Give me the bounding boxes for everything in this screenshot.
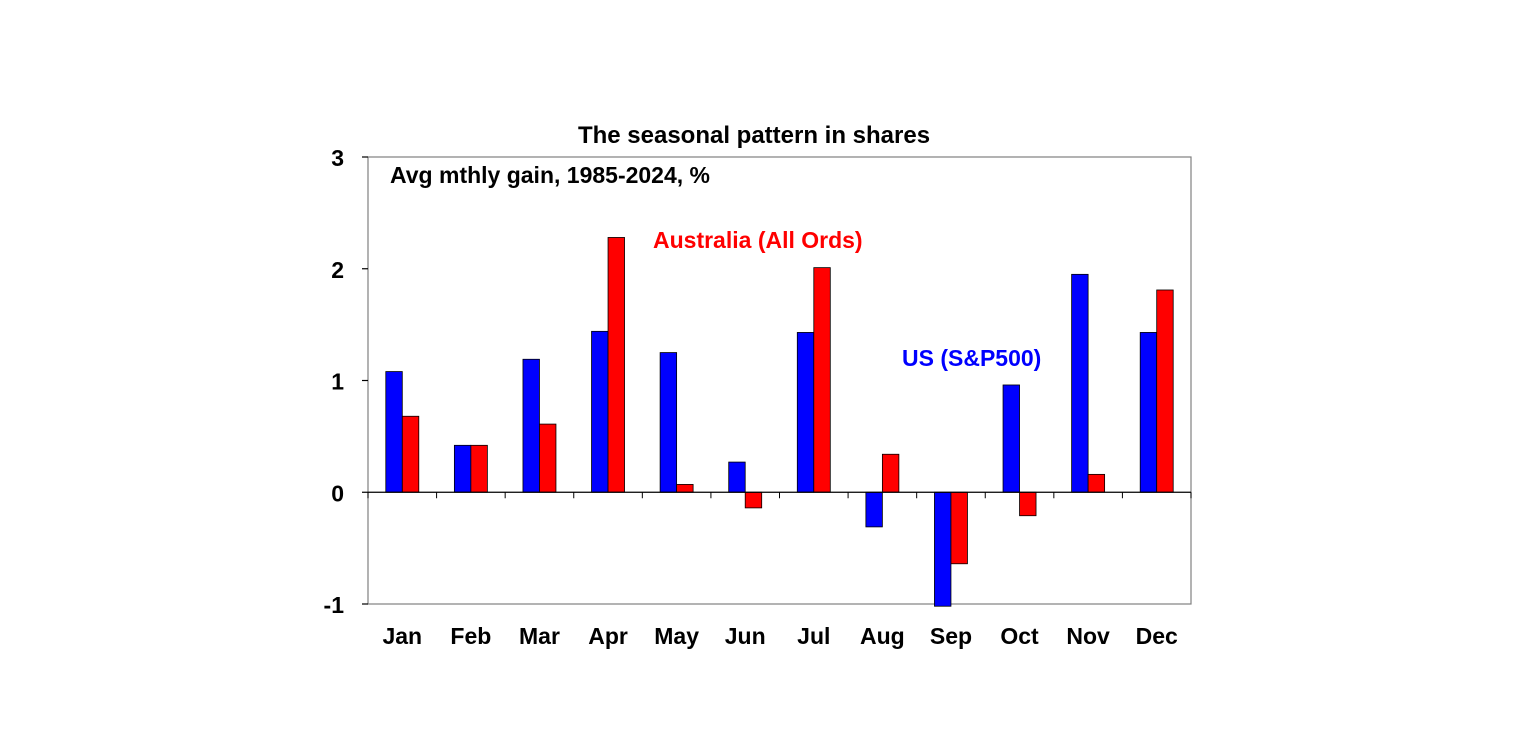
x-tick-label-jul: Jul: [797, 623, 830, 649]
x-tick-label-apr: Apr: [588, 623, 628, 649]
y-tick-label: -1: [324, 592, 345, 618]
bar-us-jul: [796, 332, 815, 493]
y-tick-label: 0: [331, 480, 344, 506]
bar-us-nov: [1071, 273, 1089, 493]
bar-australia-jul: [813, 267, 831, 493]
x-tick-label-feb: Feb: [450, 623, 491, 649]
bar-us-aug: [865, 491, 883, 528]
x-tick-label-sep: Sep: [930, 623, 972, 649]
bar-australia-may: [676, 484, 694, 493]
x-tick-label-dec: Dec: [1136, 623, 1178, 649]
bar-australia-apr: [607, 237, 625, 493]
y-tick-label: 2: [331, 257, 344, 283]
x-tick-label-may: May: [654, 623, 699, 649]
x-tick-label-oct: Oct: [1000, 623, 1039, 649]
plot-frame: [367, 156, 1192, 605]
bar-us-oct: [1002, 384, 1020, 493]
bar-australia-jun: [744, 491, 763, 509]
x-tick-label-nov: Nov: [1066, 623, 1110, 649]
chart-title: The seasonal pattern in shares: [578, 122, 930, 149]
x-tick-label-jan: Jan: [382, 623, 422, 649]
bar-us-jan: [385, 371, 403, 493]
x-tick-label-aug: Aug: [860, 623, 905, 649]
x-tick-label-jun: Jun: [725, 623, 766, 649]
bar-australia-feb: [470, 444, 488, 493]
y-tick-label: 1: [331, 369, 344, 395]
bar-australia-oct: [1019, 491, 1037, 517]
bar-australia-sep: [950, 491, 968, 565]
bar-australia-jan: [401, 415, 420, 493]
chart-subtitle: Avg mthly gain, 1985-2024, %: [390, 162, 710, 188]
bar-us-mar: [522, 358, 540, 493]
bar-australia-nov: [1087, 473, 1106, 493]
bar-us-feb: [453, 444, 472, 493]
legend-label-us: US (S&P500): [902, 345, 1041, 371]
bar-us-apr: [591, 330, 609, 493]
bar-australia-aug: [881, 453, 900, 493]
bar-us-dec: [1139, 332, 1158, 493]
bar-us-may: [659, 352, 678, 493]
legend-label-australia: Australia (All Ords): [653, 227, 863, 253]
bar-us-jun: [728, 461, 746, 493]
plot-area: 3 2 1 0 -1 Jan Feb Mar Apr May Jun Jul Aug Sep Oct Nov D…: [324, 145, 1192, 649]
bar-us-sep: [934, 491, 952, 607]
bar-australia-mar: [539, 423, 557, 493]
x-tick-label-mar: Mar: [519, 623, 560, 649]
y-tick-label: 3: [331, 145, 344, 171]
bar-australia-dec: [1156, 289, 1174, 493]
